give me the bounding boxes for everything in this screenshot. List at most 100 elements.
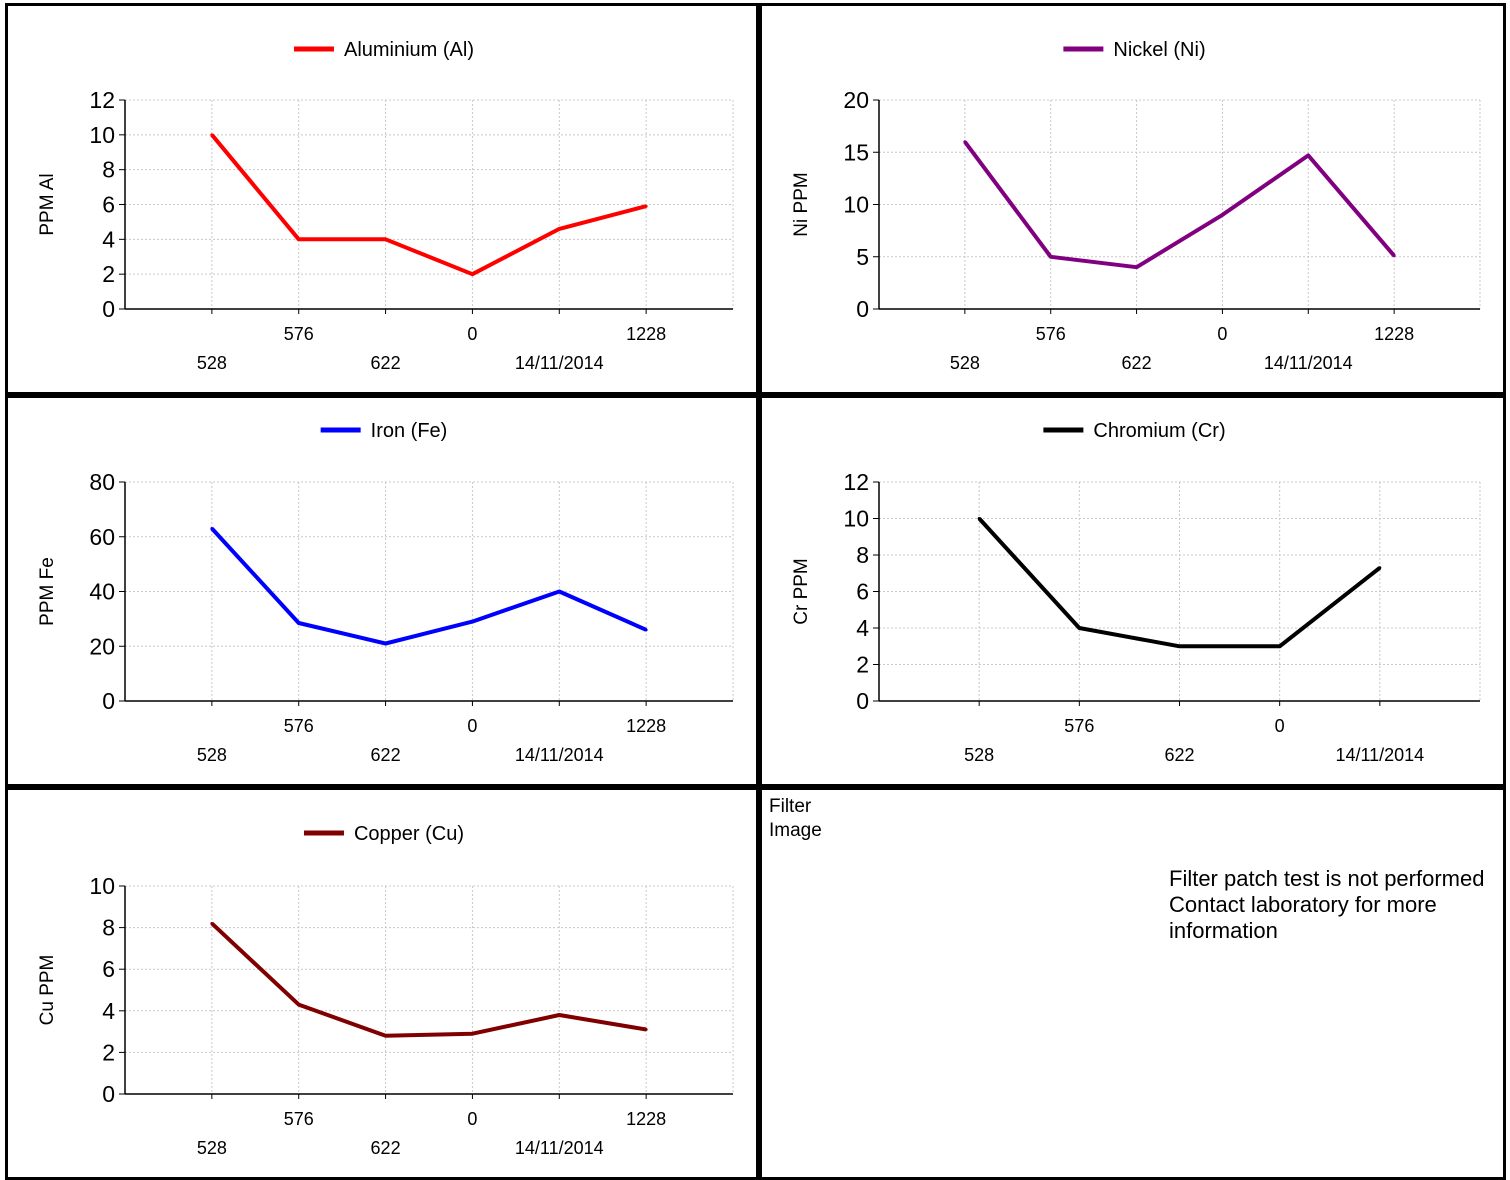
filter-image-title: Filter Image — [769, 796, 822, 841]
legend-label: Iron (Fe) — [371, 420, 448, 442]
series-line — [963, 140, 1396, 270]
data-point — [470, 1032, 474, 1036]
data-point — [210, 133, 214, 137]
x-tick-label: 0 — [467, 324, 477, 344]
x-tick-label: 1228 — [626, 1109, 666, 1129]
x-tick-label: 14/11/2014 — [1335, 745, 1424, 765]
y-tick-label: 0 — [856, 296, 869, 322]
x-tick-label: 528 — [197, 745, 227, 765]
y-tick-label: 5 — [856, 244, 869, 270]
data-point — [210, 921, 214, 925]
series-line — [210, 527, 647, 646]
data-point — [1278, 644, 1282, 648]
x-tick-label: 0 — [1275, 716, 1285, 736]
x-tick-label: 0 — [467, 1109, 477, 1129]
y-tick-label: 15 — [843, 139, 869, 165]
ppm-al-chart: 0 2 4 6 8 10 12 528 576 622 0 14/11/2014 1228 PPM Al A… — [37, 39, 734, 373]
y-tick-label: 10 — [843, 192, 869, 218]
y-tick-label: 6 — [102, 956, 115, 982]
nickel-chart-panel: 0 5 10 15 20 528 576 622 0 14/11/2014 1228 Ni PPM Ni… — [759, 3, 1506, 395]
y-tick-label: 6 — [102, 192, 115, 218]
x-tick-label: 14/11/2014 — [515, 353, 604, 373]
data-point — [1077, 626, 1081, 630]
data-point — [1049, 255, 1053, 259]
filter-image-panel: Filter Image Filter patch test is not pe… — [759, 787, 1506, 1180]
data-point — [1392, 254, 1396, 258]
data-point — [963, 140, 967, 144]
y-axis-label: Cr PPM — [791, 558, 812, 625]
legend-label: Chromium (Cr) — [1093, 420, 1225, 442]
y-tick-label: 4 — [102, 998, 115, 1024]
x-tick-label: 1228 — [626, 716, 666, 736]
x-tick-label: 1228 — [626, 324, 666, 344]
series-line — [210, 133, 647, 277]
y-tick-label: 4 — [102, 226, 115, 252]
x-tick-label: 14/11/2014 — [515, 1138, 604, 1158]
data-point — [470, 620, 474, 624]
x-tick-label: 1228 — [1374, 324, 1414, 344]
y-tick-label: 8 — [102, 157, 115, 183]
y-tick-label: 6 — [856, 579, 869, 605]
y-tick-label: 2 — [102, 261, 115, 287]
x-tick-label: 14/11/2014 — [1264, 353, 1353, 373]
data-point — [297, 237, 301, 241]
y-axis-label: PPM Al — [37, 173, 58, 235]
data-point — [1220, 213, 1224, 217]
x-tick-label: 622 — [371, 353, 401, 373]
x-tick-label: 528 — [964, 745, 994, 765]
y-tick-label: 2 — [856, 652, 869, 678]
y-tick-label: 0 — [856, 688, 869, 714]
x-tick-label: 0 — [467, 716, 477, 736]
x-tick-label: 576 — [284, 324, 314, 344]
data-point — [644, 204, 648, 208]
x-tick-label: 622 — [371, 745, 401, 765]
y-tick-label: 8 — [856, 542, 869, 568]
y-tick-label: 12 — [89, 87, 115, 113]
data-point — [297, 621, 301, 625]
iron-chart-panel: 0 20 40 60 80 528 576 622 0 14/11/2014 1228 PPM Fe I… — [5, 395, 759, 787]
x-tick-label: 528 — [197, 353, 227, 373]
data-point — [557, 227, 561, 231]
x-tick-label: 528 — [197, 1138, 227, 1158]
legend-label: Copper (Cu) — [354, 823, 464, 845]
y-tick-label: 2 — [102, 1039, 115, 1065]
x-tick-label: 576 — [284, 716, 314, 736]
y-tick-label: 20 — [843, 87, 869, 113]
data-point — [1306, 153, 1310, 157]
y-tick-label: 40 — [89, 579, 115, 605]
data-point — [384, 237, 388, 241]
aluminium-chart-panel: 0 2 4 6 8 10 12 528 576 622 0 14/11/2014 1228 PPM Al A… — [5, 3, 759, 395]
x-tick-label: 14/11/2014 — [515, 745, 604, 765]
data-point — [977, 517, 981, 520]
data-point — [297, 1003, 301, 1007]
y-tick-label: 10 — [89, 122, 115, 148]
data-point — [1178, 644, 1181, 648]
data-point — [1135, 265, 1139, 269]
legend-label: Aluminium (Al) — [344, 39, 474, 61]
cu-ppm-chart: 0 2 4 6 8 10 528 576 622 0 14/11/2014 1228 Cu PPM Cop… — [37, 823, 734, 1158]
x-tick-label: 528 — [950, 353, 980, 373]
y-axis-label: Ni PPM — [791, 172, 812, 236]
y-axis-label: PPM Fe — [37, 557, 58, 626]
data-point — [470, 272, 474, 276]
y-tick-label: 0 — [102, 688, 115, 714]
y-tick-label: 60 — [89, 524, 115, 550]
y-tick-label: 0 — [102, 1081, 115, 1107]
y-tick-label: 10 — [89, 873, 115, 899]
y-axis-label: Cu PPM — [37, 955, 58, 1026]
ni-ppm-chart: 0 5 10 15 20 528 576 622 0 14/11/2014 1228 Ni PPM Ni… — [791, 39, 1481, 373]
y-tick-label: 20 — [89, 633, 115, 659]
data-point — [210, 527, 214, 531]
y-tick-label: 0 — [102, 296, 115, 322]
chromium-chart-panel: 0 2 4 6 8 10 12 528 576 622 0 14/11/2014 Cr PPM Chrom… — [759, 395, 1506, 787]
data-point — [384, 642, 388, 646]
data-point — [644, 628, 648, 632]
data-point — [644, 1028, 648, 1032]
y-tick-label: 10 — [843, 506, 869, 532]
legend-label: Nickel (Ni) — [1113, 39, 1205, 61]
cr-ppm-chart: 0 2 4 6 8 10 12 528 576 622 0 14/11/2014 Cr PPM Chrom… — [791, 420, 1481, 765]
x-tick-label: 622 — [371, 1138, 401, 1158]
y-tick-label: 12 — [843, 469, 869, 495]
y-tick-label: 8 — [102, 915, 115, 941]
copper-chart-panel: 0 2 4 6 8 10 528 576 622 0 14/11/2014 1228 Cu PPM Cop… — [5, 787, 759, 1180]
